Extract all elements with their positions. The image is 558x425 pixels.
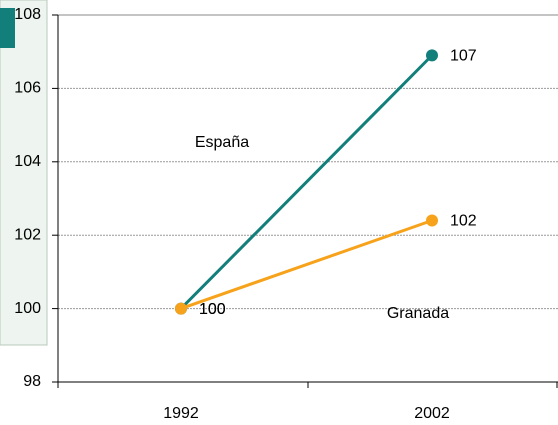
point	[426, 49, 438, 62]
point	[426, 214, 438, 227]
data-label: 100	[199, 301, 226, 318]
data-label: 107	[450, 48, 477, 65]
y-tick-label: 100	[14, 300, 41, 317]
side-panel	[0, 0, 48, 346]
x-tick-label: 2002	[414, 405, 450, 422]
y-tick-label: 106	[14, 80, 41, 97]
data-label: 100	[199, 301, 226, 318]
y-tick-label: 102	[14, 226, 41, 243]
series-label: España	[195, 134, 249, 151]
line	[179, 54, 434, 310]
side-block	[0, 8, 15, 48]
data-label: 102	[450, 213, 477, 230]
line	[180, 219, 433, 311]
x-tick-label: 1992	[163, 405, 199, 422]
series-label: Granada	[387, 305, 449, 322]
y-tick-label: 104	[14, 153, 41, 170]
y-tick-label: 98	[23, 373, 41, 390]
point	[175, 302, 187, 315]
y-tick-label: 108	[14, 6, 41, 23]
